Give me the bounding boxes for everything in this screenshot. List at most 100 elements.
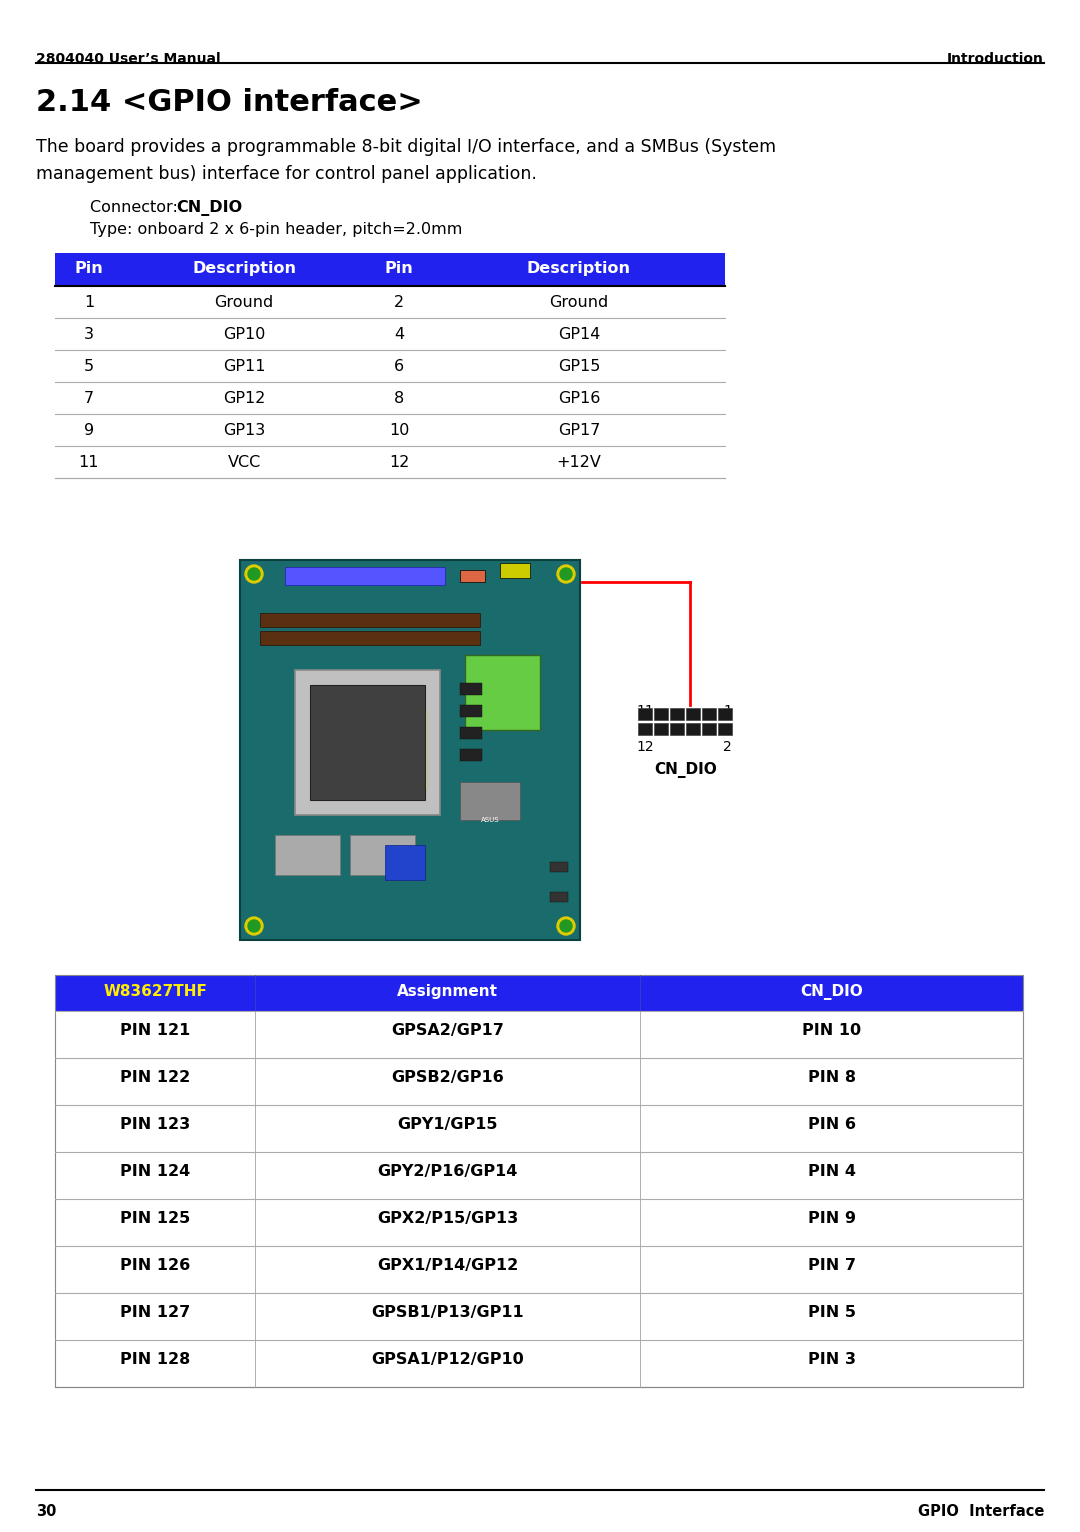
Text: Description: Description: [192, 260, 296, 276]
Bar: [465, 656, 540, 731]
Bar: [384, 846, 426, 879]
Text: PIN 6: PIN 6: [808, 1117, 855, 1132]
Text: +12V: +12V: [556, 455, 602, 470]
Text: 2: 2: [394, 296, 404, 309]
Text: PIN 9: PIN 9: [808, 1210, 855, 1226]
Text: GPX1/P14/GP12: GPX1/P14/GP12: [377, 1258, 518, 1273]
Text: PIN 128: PIN 128: [120, 1353, 190, 1367]
Text: GP15: GP15: [557, 358, 600, 374]
Bar: [350, 835, 415, 875]
Bar: [260, 613, 480, 627]
Text: 7: 7: [84, 391, 94, 406]
Text: 2804040 User’s Manual: 2804040 User’s Manual: [36, 52, 220, 66]
Circle shape: [561, 568, 572, 581]
Text: CN_DIO: CN_DIO: [800, 984, 863, 1000]
Text: Type: onboard 2 x 6-pin header, pitch=2.0mm: Type: onboard 2 x 6-pin header, pitch=2.…: [90, 222, 462, 237]
Text: 4: 4: [394, 326, 404, 342]
Text: VCC: VCC: [228, 455, 260, 470]
Text: 12: 12: [389, 455, 409, 470]
Bar: [686, 723, 700, 735]
Text: 12: 12: [636, 740, 653, 754]
Bar: [415, 709, 427, 791]
Bar: [654, 708, 669, 720]
Bar: [460, 728, 482, 738]
Text: 1: 1: [724, 705, 732, 719]
Text: 11: 11: [636, 705, 653, 719]
Text: Ground: Ground: [550, 296, 609, 309]
Text: GPY1/GP15: GPY1/GP15: [397, 1117, 498, 1132]
Circle shape: [248, 921, 260, 931]
Text: PIN 121: PIN 121: [120, 1023, 190, 1039]
Text: CN_DIO: CN_DIO: [176, 201, 242, 216]
Bar: [670, 708, 684, 720]
Circle shape: [557, 565, 575, 584]
Text: management bus) interface for control panel application.: management bus) interface for control pa…: [36, 165, 537, 182]
Text: GPSA1/P12/GP10: GPSA1/P12/GP10: [372, 1353, 524, 1367]
Text: 6: 6: [394, 358, 404, 374]
Bar: [670, 723, 684, 735]
Bar: [240, 561, 580, 941]
Text: PIN 124: PIN 124: [120, 1164, 190, 1180]
Text: 10: 10: [389, 423, 409, 438]
Text: Pin: Pin: [75, 260, 104, 276]
Bar: [550, 863, 568, 872]
Text: Ground: Ground: [214, 296, 273, 309]
Bar: [275, 835, 340, 875]
Text: GPY2/P16/GP14: GPY2/P16/GP14: [377, 1164, 517, 1180]
Bar: [55, 974, 1023, 1011]
Bar: [460, 570, 485, 582]
Text: GP10: GP10: [222, 326, 266, 342]
Text: 9: 9: [84, 423, 94, 438]
Bar: [460, 781, 519, 820]
Text: PIN 3: PIN 3: [808, 1353, 855, 1367]
Bar: [260, 631, 480, 645]
Circle shape: [248, 568, 260, 581]
Bar: [718, 708, 732, 720]
Circle shape: [245, 565, 264, 584]
Text: GP11: GP11: [222, 358, 266, 374]
Bar: [460, 705, 482, 717]
Text: PIN 10: PIN 10: [802, 1023, 861, 1039]
Text: The board provides a programmable 8-bit digital I/O interface, and a SMBus (Syst: The board provides a programmable 8-bit …: [36, 138, 777, 156]
Text: 11: 11: [79, 455, 99, 470]
Text: GP16: GP16: [557, 391, 600, 406]
Text: ASUS: ASUS: [481, 817, 499, 823]
Text: PIN 7: PIN 7: [808, 1258, 855, 1273]
Text: GPSB1/P13/GP11: GPSB1/P13/GP11: [372, 1305, 524, 1321]
Bar: [500, 562, 530, 578]
Text: PIN 5: PIN 5: [808, 1305, 855, 1321]
Text: GPSB2/GP16: GPSB2/GP16: [391, 1069, 504, 1085]
Bar: [310, 685, 426, 800]
Text: Introduction: Introduction: [947, 52, 1044, 66]
Text: 8: 8: [394, 391, 404, 406]
Text: PIN 125: PIN 125: [120, 1210, 190, 1226]
Text: PIN 123: PIN 123: [120, 1117, 190, 1132]
Text: CN_DIO: CN_DIO: [654, 761, 717, 778]
Text: W83627THF: W83627THF: [103, 984, 207, 999]
Text: Assignment: Assignment: [397, 984, 498, 999]
Text: PIN 126: PIN 126: [120, 1258, 190, 1273]
Text: 5: 5: [84, 358, 94, 374]
Bar: [55, 253, 725, 286]
Bar: [702, 723, 716, 735]
Text: GPSA2/GP17: GPSA2/GP17: [391, 1023, 504, 1039]
Text: GP17: GP17: [557, 423, 600, 438]
Text: Pin: Pin: [384, 260, 414, 276]
Bar: [460, 683, 482, 696]
Circle shape: [561, 921, 572, 931]
Bar: [654, 723, 669, 735]
Text: PIN 8: PIN 8: [808, 1069, 855, 1085]
Circle shape: [557, 918, 575, 935]
Text: 1: 1: [84, 296, 94, 309]
Text: GP13: GP13: [222, 423, 265, 438]
Text: Connector:: Connector:: [90, 201, 183, 214]
Text: PIN 4: PIN 4: [808, 1164, 855, 1180]
Bar: [702, 708, 716, 720]
Text: 2: 2: [724, 740, 732, 754]
Bar: [295, 669, 440, 815]
Text: GP12: GP12: [222, 391, 266, 406]
Text: PIN 122: PIN 122: [120, 1069, 190, 1085]
Bar: [285, 567, 445, 585]
Text: 2.14 <GPIO interface>: 2.14 <GPIO interface>: [36, 87, 422, 116]
Bar: [686, 708, 700, 720]
